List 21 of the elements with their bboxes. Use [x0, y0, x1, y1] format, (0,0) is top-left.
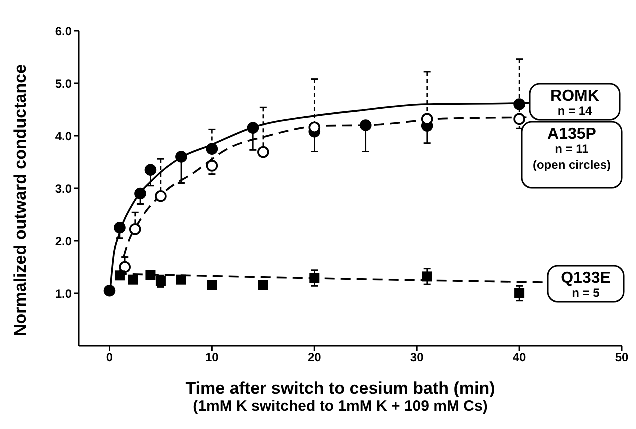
y-tick-label: 6.0 [55, 24, 72, 38]
annotation: (open circles) [532, 158, 612, 172]
y-tick-label: 3.0 [55, 182, 72, 196]
series-label: ROMK [550, 88, 600, 105]
y-tick-label: 5.0 [55, 76, 72, 91]
y-tick-label: 2.0 [55, 234, 72, 248]
y-tick-label: 4.0 [55, 129, 72, 144]
annotation: n = 5 [572, 286, 600, 300]
x-tick-label: 0 [106, 350, 114, 365]
y-tick-label: 1.0 [55, 286, 72, 301]
x-tick-label: 50 [615, 350, 629, 365]
annotation: n = 11 [555, 142, 590, 156]
x-axis-title: Time after switch to cesium bath (min) (1mM K switched to 1mM K + 109 mM Cs) [186, 379, 496, 415]
x-tick-label: 20 [308, 350, 322, 365]
annotation: n = 14 [558, 104, 592, 118]
y-axis-title: Normalized outward conductance [11, 64, 30, 337]
text: Q133E [561, 270, 612, 287]
x-tick-label: 40 [512, 350, 527, 365]
x-tick-label: 10 [206, 350, 220, 365]
x-tick-label: 30 [410, 350, 424, 365]
series-label: A135P [548, 126, 597, 143]
